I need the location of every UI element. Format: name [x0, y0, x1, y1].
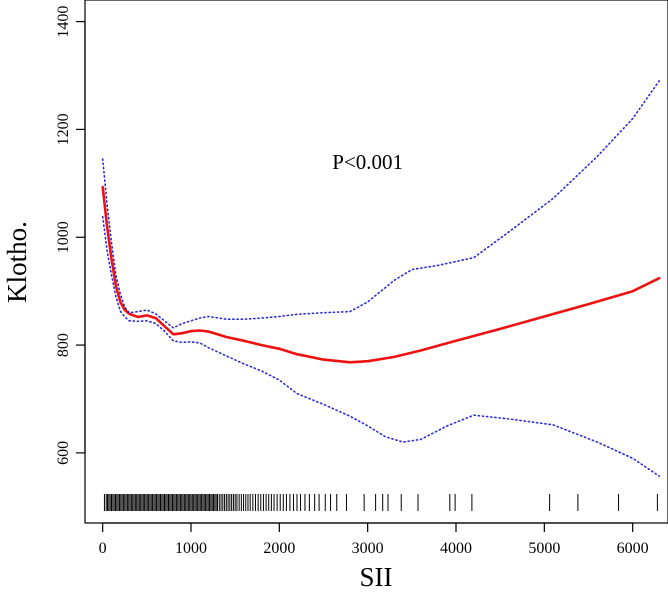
- plot-frame: [84, 0, 668, 524]
- series-group: [101, 80, 661, 477]
- y-axis: 600 800 1000 1200 1400: [55, 6, 86, 465]
- y-tick-label: 1400: [55, 6, 72, 38]
- x-axis-title: SII: [360, 562, 393, 592]
- x-tick-label: 3000: [352, 540, 384, 557]
- x-tick-label: 5000: [528, 540, 560, 557]
- series-line-lower-ci: [101, 215, 660, 477]
- x-axis: 0 1000 2000 3000 4000 5000 6000: [99, 522, 649, 557]
- y-tick-label: 600: [55, 441, 72, 465]
- y-tick-label: 1000: [55, 221, 72, 253]
- p-value-annotation: P<0.001: [332, 150, 403, 174]
- series-line-upper-ci: [101, 80, 660, 329]
- y-axis-title: Klotho.: [2, 221, 32, 303]
- x-tick-label: 0: [99, 540, 107, 557]
- y-tick-label: 800: [55, 333, 72, 357]
- x-tick-label: 1000: [175, 540, 207, 557]
- y-tick-label: 1200: [55, 113, 72, 145]
- x-tick-label: 4000: [440, 540, 472, 557]
- x-tick-label: 2000: [263, 540, 295, 557]
- rug-marks: [103, 494, 658, 511]
- x-tick-label: 6000: [617, 540, 649, 557]
- series-line-estimate: [101, 185, 661, 364]
